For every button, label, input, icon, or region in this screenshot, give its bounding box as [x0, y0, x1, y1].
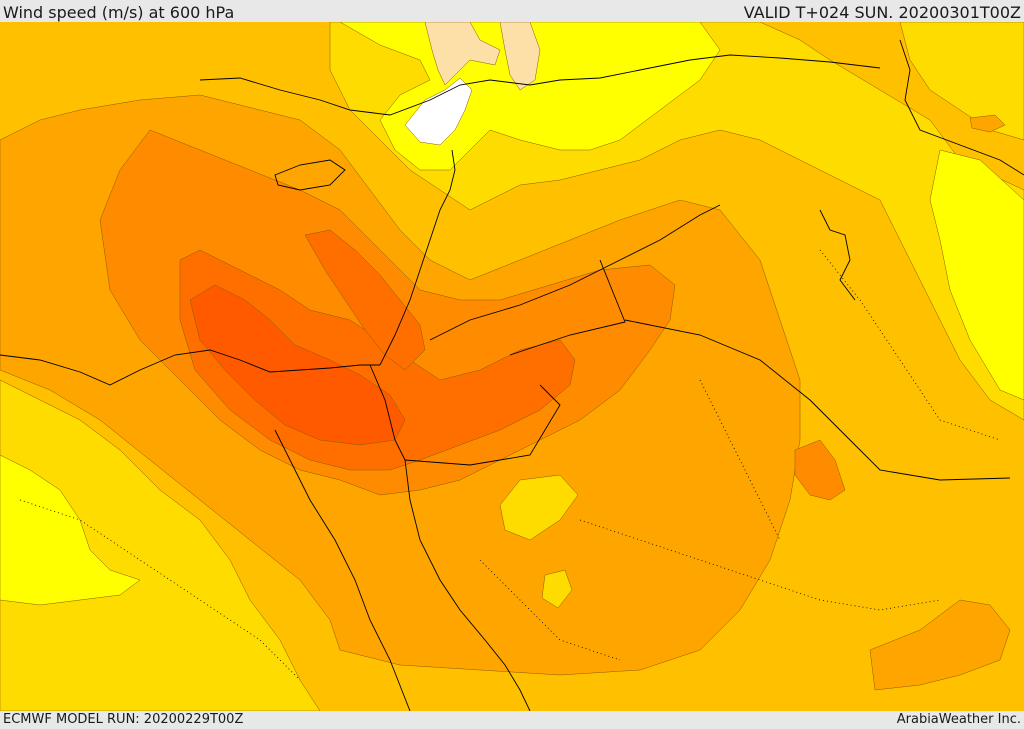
field-red-orange [189, 284, 406, 446]
coastline-red-sea-east [404, 459, 531, 711]
coastline-cyprus [274, 159, 346, 191]
blob-gold-2 [541, 569, 573, 609]
field-yellow-sw [0, 454, 141, 606]
footer-bar: ECMWF MODEL RUN: 20200229T00Z ArabiaWeat… [0, 711, 1024, 729]
credit: ArabiaWeather Inc. [896, 712, 1021, 727]
blob-gold-1 [499, 474, 579, 541]
border-east [624, 319, 1011, 481]
header-bar: Wind speed (m/s) at 600 hPa VALID T+024 … [0, 0, 1024, 22]
border-saudi-iraq [429, 204, 721, 341]
coastline-mediterranean [0, 349, 380, 386]
field-cream-1 [424, 22, 501, 86]
wind-speed-map [0, 22, 1024, 711]
valid-time: VALID T+024 SUN. 20200301T00Z [743, 3, 1021, 22]
map-title: Wind speed (m/s) at 600 hPa [3, 3, 235, 22]
blob-orange-light-se [869, 599, 1011, 691]
blob-orange-light-ne [969, 114, 1006, 133]
blob-orange-1 [794, 439, 846, 501]
border-egypt-sudan [404, 384, 561, 466]
field-yellow-east [929, 149, 1024, 401]
border-jordan [509, 259, 626, 356]
coastline-caspian [899, 39, 1024, 176]
coastline-levant [379, 149, 456, 366]
coastline-persian-gulf [819, 209, 856, 301]
coastline-anatolia [199, 54, 881, 116]
borders [0, 39, 1024, 711]
field-white [404, 77, 473, 146]
border-sinai [369, 364, 406, 461]
model-run: ECMWF MODEL RUN: 20200229T00Z [3, 712, 244, 727]
internal-boundaries [19, 249, 1001, 681]
coastline-red-sea-west [274, 429, 411, 711]
field-gold-sw [0, 379, 321, 711]
